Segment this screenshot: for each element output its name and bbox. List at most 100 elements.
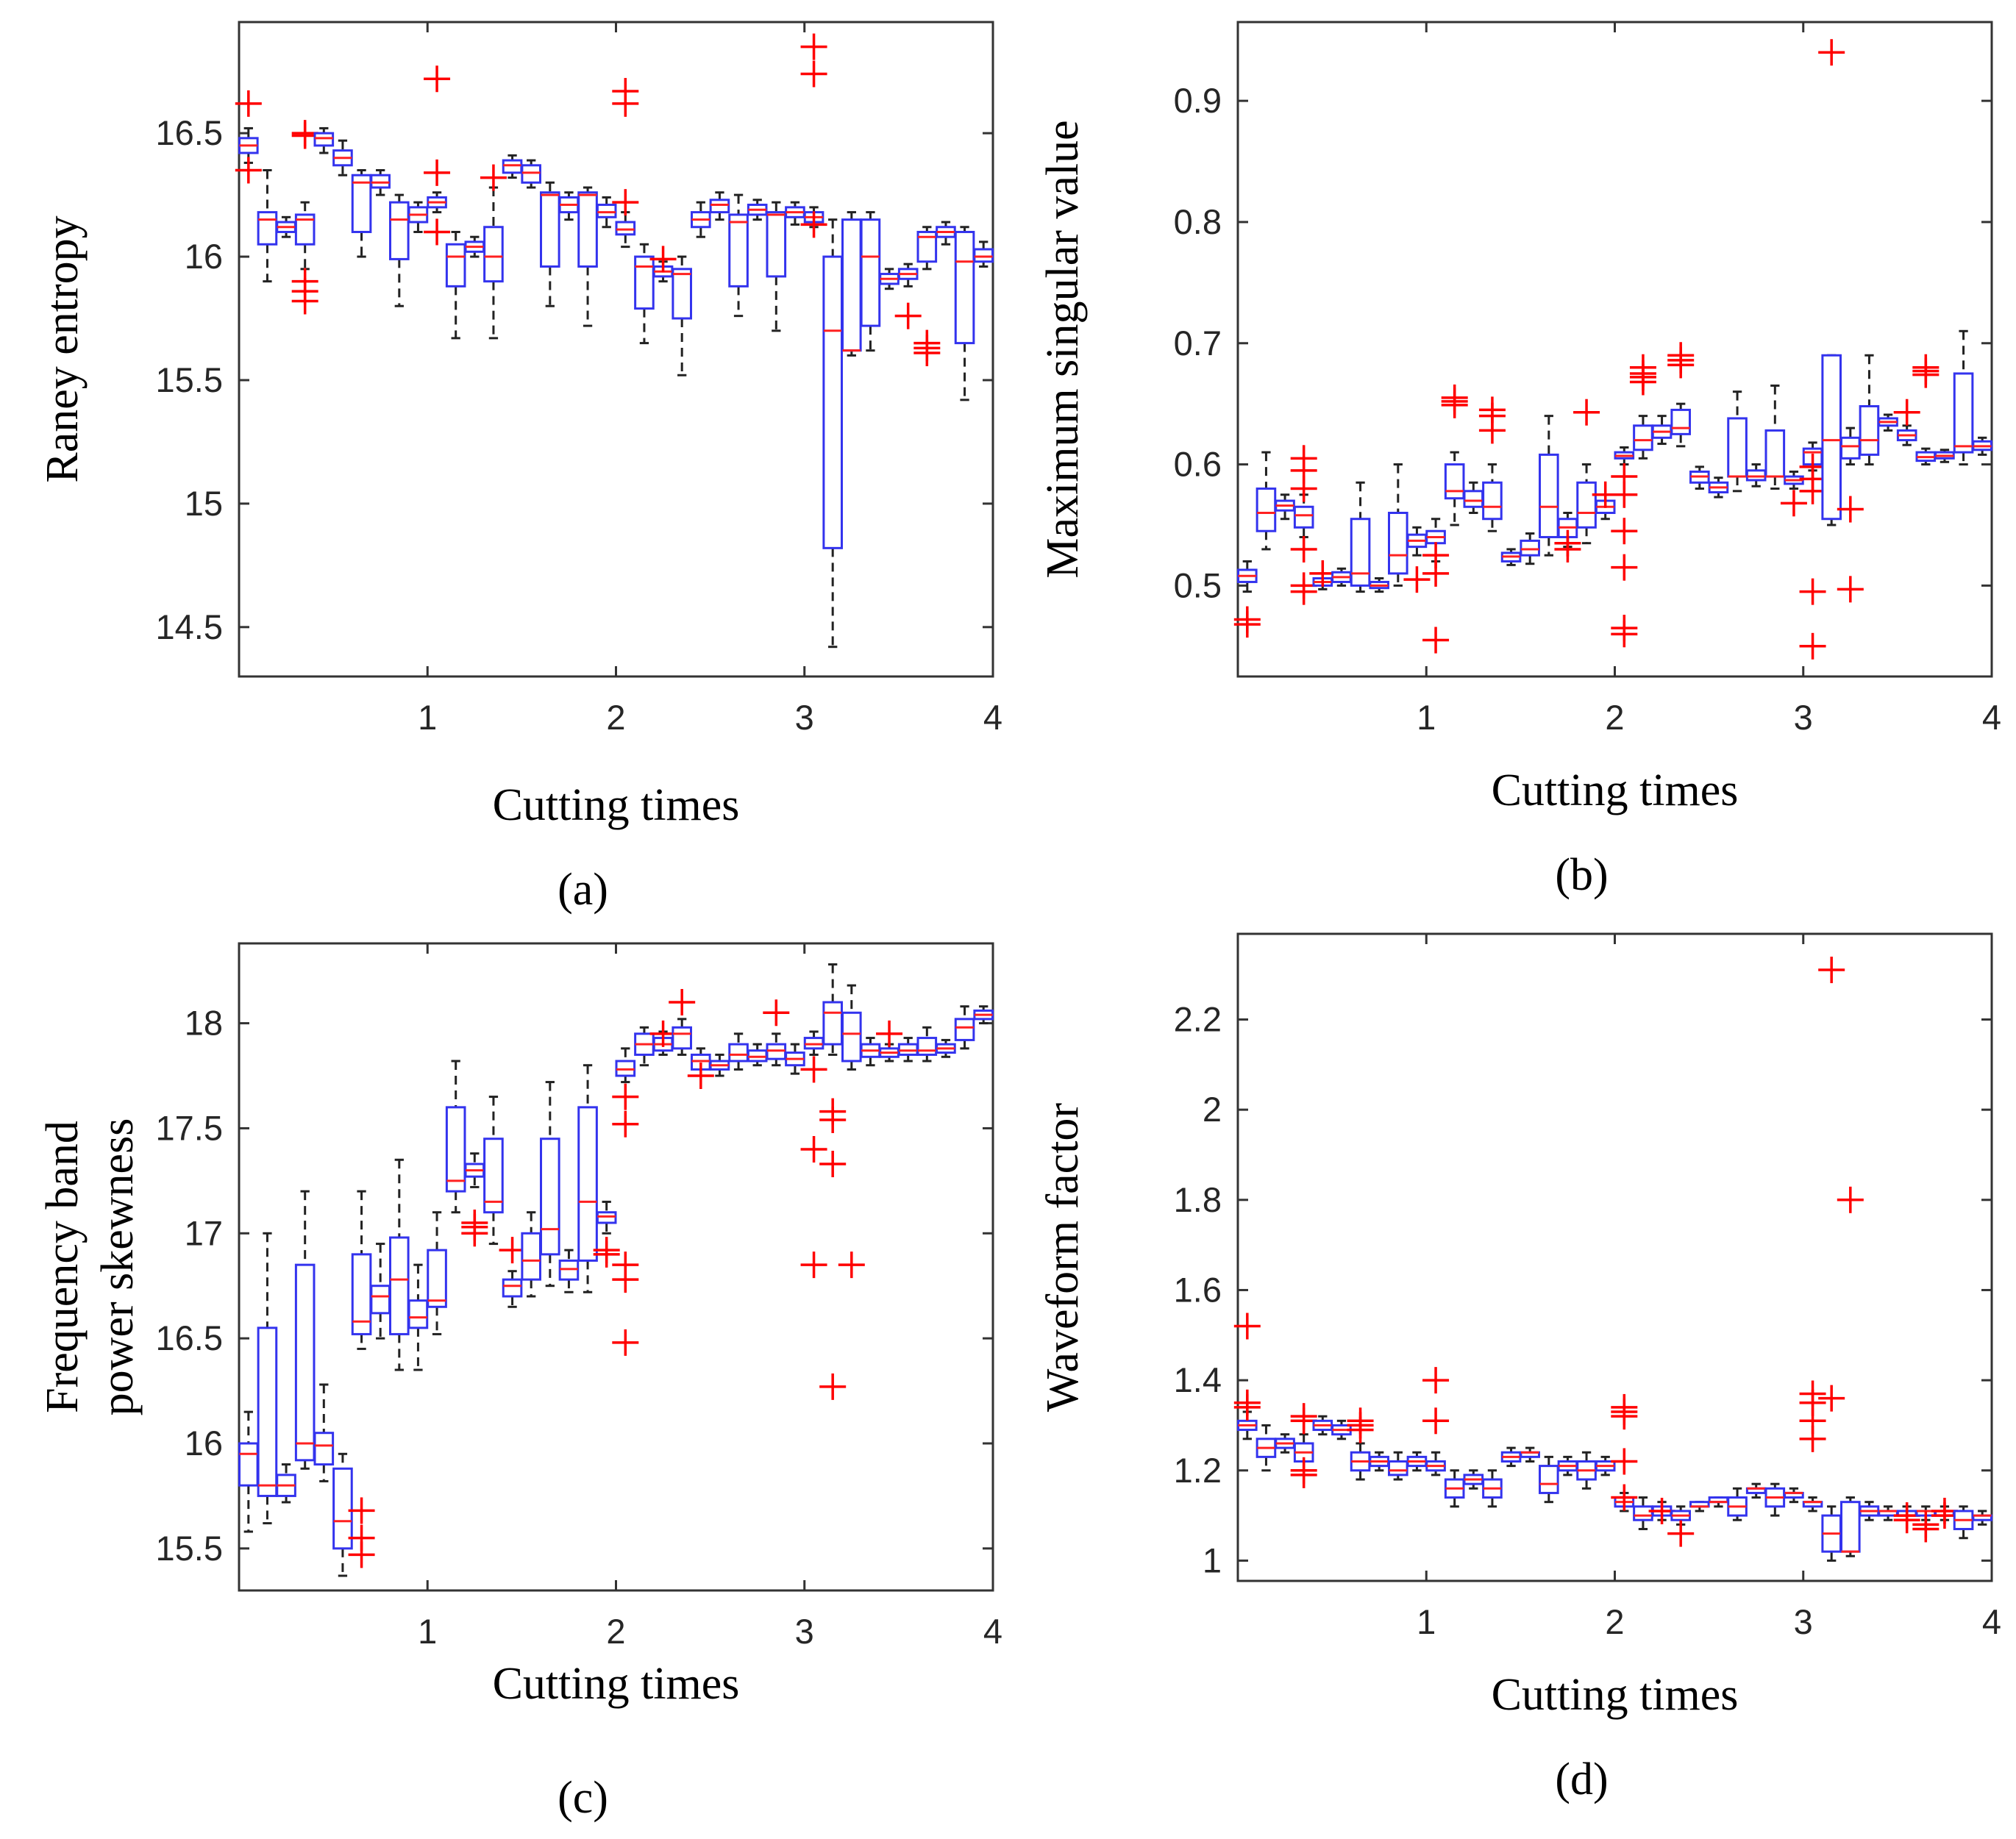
box-5	[1312, 1415, 1333, 1436]
box-30	[1784, 1487, 1804, 1504]
box-13	[1463, 481, 1484, 514]
box-40	[973, 1005, 994, 1025]
box-17	[1539, 415, 1559, 557]
outlier-marker	[612, 1329, 639, 1356]
box-8	[370, 169, 391, 196]
box-body	[822, 1001, 843, 1046]
box-35	[1878, 413, 1898, 432]
box-22	[634, 1026, 655, 1067]
y-tick-label: 15.5	[156, 360, 223, 399]
outlier-marker	[819, 1151, 847, 1177]
box-29	[763, 999, 790, 1067]
box-28	[1745, 1482, 1767, 1499]
box-24	[1667, 1505, 1695, 1547]
box-17	[1539, 1455, 1559, 1504]
box-body	[916, 1037, 938, 1056]
x-tick-label: 4	[983, 698, 1002, 737]
box-35	[879, 268, 900, 290]
box-3	[276, 215, 296, 238]
box-28	[747, 199, 768, 221]
box-37	[916, 1026, 938, 1063]
y-tick-label: 0.5	[1174, 565, 1222, 604]
y-axis-label: Frequency band	[38, 1121, 88, 1413]
box-10	[407, 201, 429, 233]
y-tick-label: 16	[185, 1424, 223, 1463]
box-15	[1500, 548, 1522, 566]
outlier-marker	[1290, 535, 1317, 563]
box-31	[800, 1030, 827, 1279]
box-2	[1255, 451, 1277, 551]
box-16	[521, 1211, 541, 1298]
box-12	[445, 1060, 466, 1214]
outlier-marker	[612, 1266, 639, 1293]
x-tick-label: 1	[418, 698, 437, 737]
box-4	[291, 120, 318, 315]
box-32	[1818, 39, 1845, 526]
box-body	[1482, 481, 1503, 521]
outlier-marker	[1818, 39, 1845, 66]
box-body	[615, 221, 636, 236]
box-30	[785, 201, 805, 226]
box-36	[897, 1037, 919, 1063]
y-tick-label: 0.6	[1174, 445, 1222, 484]
box-38	[936, 221, 956, 246]
box-8	[1369, 577, 1389, 593]
outlier-marker	[669, 989, 696, 1015]
box-9	[1388, 463, 1408, 587]
box-body	[445, 1106, 466, 1193]
y-tick-label: 2.2	[1174, 1000, 1222, 1039]
box-23	[649, 246, 677, 283]
box-4	[1290, 445, 1317, 605]
box-body	[521, 1232, 541, 1281]
y-tick-label: 2	[1203, 1090, 1222, 1129]
box-29	[766, 201, 787, 332]
box-40	[973, 240, 994, 268]
box-body	[766, 211, 787, 278]
chart-panel-1: 14.5 15 15.5 16 16.5 1 2 3 4 Cutting times Raney e…	[38, 21, 1002, 915]
box-22	[634, 243, 655, 345]
box-39	[1953, 329, 1974, 466]
box-body	[728, 1043, 749, 1063]
box-18	[1554, 512, 1581, 563]
box-16	[1520, 1446, 1540, 1463]
y-tick-label: 16.5	[156, 1318, 223, 1357]
y-tick-label: 1.8	[1174, 1180, 1222, 1219]
box-body	[672, 1026, 692, 1050]
outlier-marker	[1799, 1425, 1826, 1452]
y-tick-label: 0.8	[1174, 202, 1222, 241]
box-36	[894, 263, 922, 329]
box-16	[1520, 532, 1540, 565]
box-38	[936, 1038, 956, 1058]
box-27	[728, 193, 749, 318]
outlier-marker	[1837, 576, 1864, 603]
outlier-marker	[1290, 1461, 1317, 1488]
box-9	[389, 193, 410, 307]
box-14	[1482, 1469, 1503, 1508]
box-body	[502, 159, 523, 174]
y-tick-label: 1.4	[1174, 1360, 1222, 1399]
box-17	[540, 181, 560, 307]
box-body	[1520, 539, 1540, 557]
box-body	[1388, 512, 1408, 575]
outlier-marker	[876, 1020, 903, 1047]
box-6	[332, 1452, 353, 1577]
box-4	[1290, 1403, 1317, 1488]
outlier-marker	[461, 1220, 488, 1247]
x-axis-label: Cutting times	[1492, 765, 1739, 815]
box-12	[1441, 384, 1468, 526]
x-tick-label: 3	[795, 1612, 814, 1651]
box-19	[1573, 399, 1600, 545]
box-body	[1388, 1460, 1408, 1476]
outlier-marker	[800, 211, 827, 238]
box-12	[445, 230, 466, 340]
box-5	[313, 1383, 335, 1482]
box-body	[634, 255, 655, 310]
outlier-marker	[1837, 496, 1864, 523]
x-tick-label: 2	[1605, 698, 1624, 737]
y-axis-label: Maximum singular value	[1038, 120, 1088, 578]
x-axis-label: Cutting times	[493, 780, 740, 830]
box-35	[876, 1020, 903, 1063]
outlier-marker	[612, 189, 639, 216]
box-body	[257, 211, 278, 246]
box-27	[1727, 390, 1748, 493]
